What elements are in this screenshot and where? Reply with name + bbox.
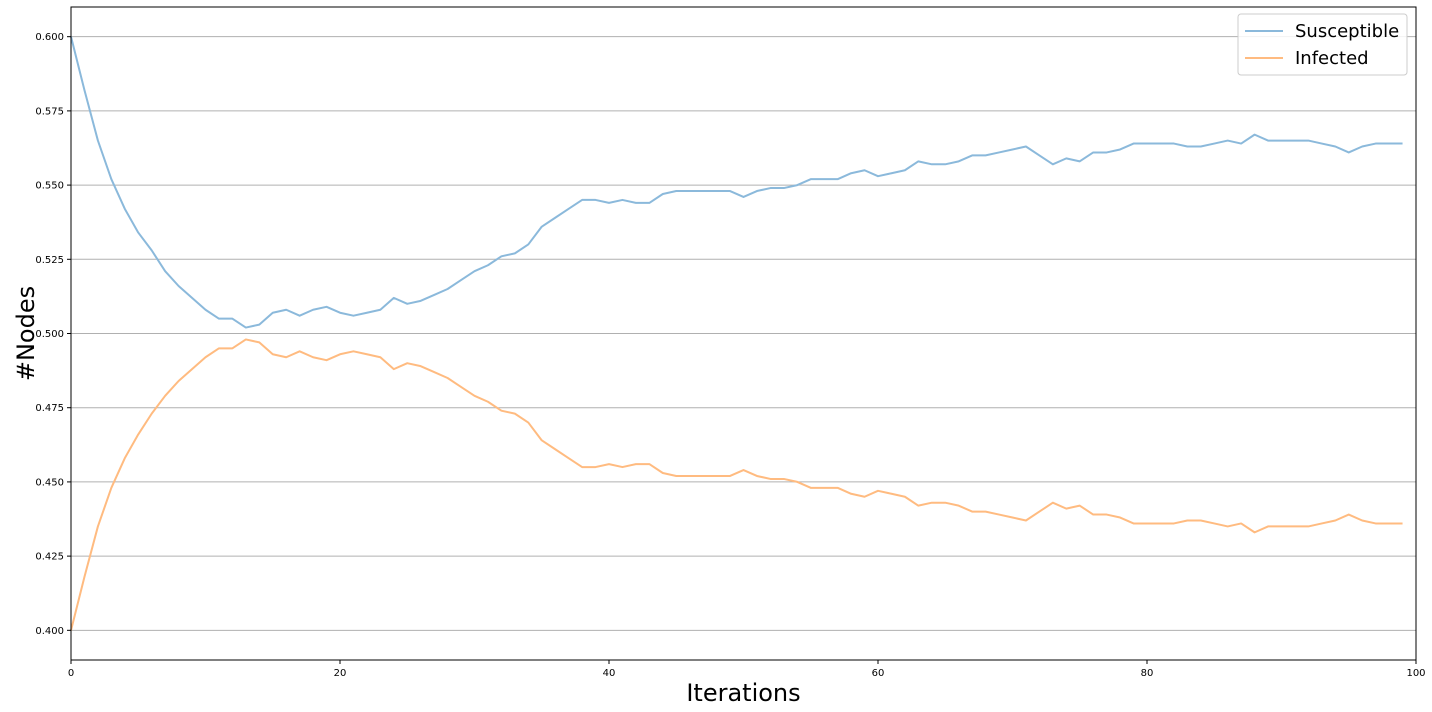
legend: Susceptible Infected xyxy=(1237,13,1408,76)
y-tick-label: 0.400 xyxy=(35,626,64,637)
legend-box xyxy=(1237,13,1408,76)
y-tick-label: 0.575 xyxy=(35,106,64,117)
y-tick-label: 0.550 xyxy=(35,181,64,192)
x-tick-label: 0 xyxy=(68,668,74,679)
grid-lines xyxy=(71,36,1416,631)
y-axis-label: #Nodes xyxy=(12,286,40,381)
series-line-susceptible xyxy=(70,36,1403,329)
x-tick-label: 100 xyxy=(1406,668,1425,679)
legend-label-susceptible: Susceptible xyxy=(1295,21,1399,42)
y-tick-label: 0.600 xyxy=(35,32,64,43)
x-tick-label: 80 xyxy=(1141,668,1154,679)
y-tick-label: 0.450 xyxy=(35,477,64,488)
legend-label-infected: Infected xyxy=(1295,48,1369,69)
y-tick-label: 0.425 xyxy=(35,552,64,563)
x-tick-label: 40 xyxy=(603,668,616,679)
x-tick-label: 60 xyxy=(872,668,885,679)
y-tick-label: 0.525 xyxy=(35,255,64,266)
series-lines xyxy=(70,36,1403,631)
series-line-infected xyxy=(70,338,1403,631)
axis-ticks: 0.400 0.425 0.450 0.475 0.500 0.525 0.550 0.575… xyxy=(35,32,1425,679)
y-tick-label: 0.475 xyxy=(35,403,64,414)
y-tick-label: 0.500 xyxy=(35,329,64,340)
x-tick-label: 20 xyxy=(334,668,347,679)
x-axis-label: Iterations xyxy=(686,679,800,707)
